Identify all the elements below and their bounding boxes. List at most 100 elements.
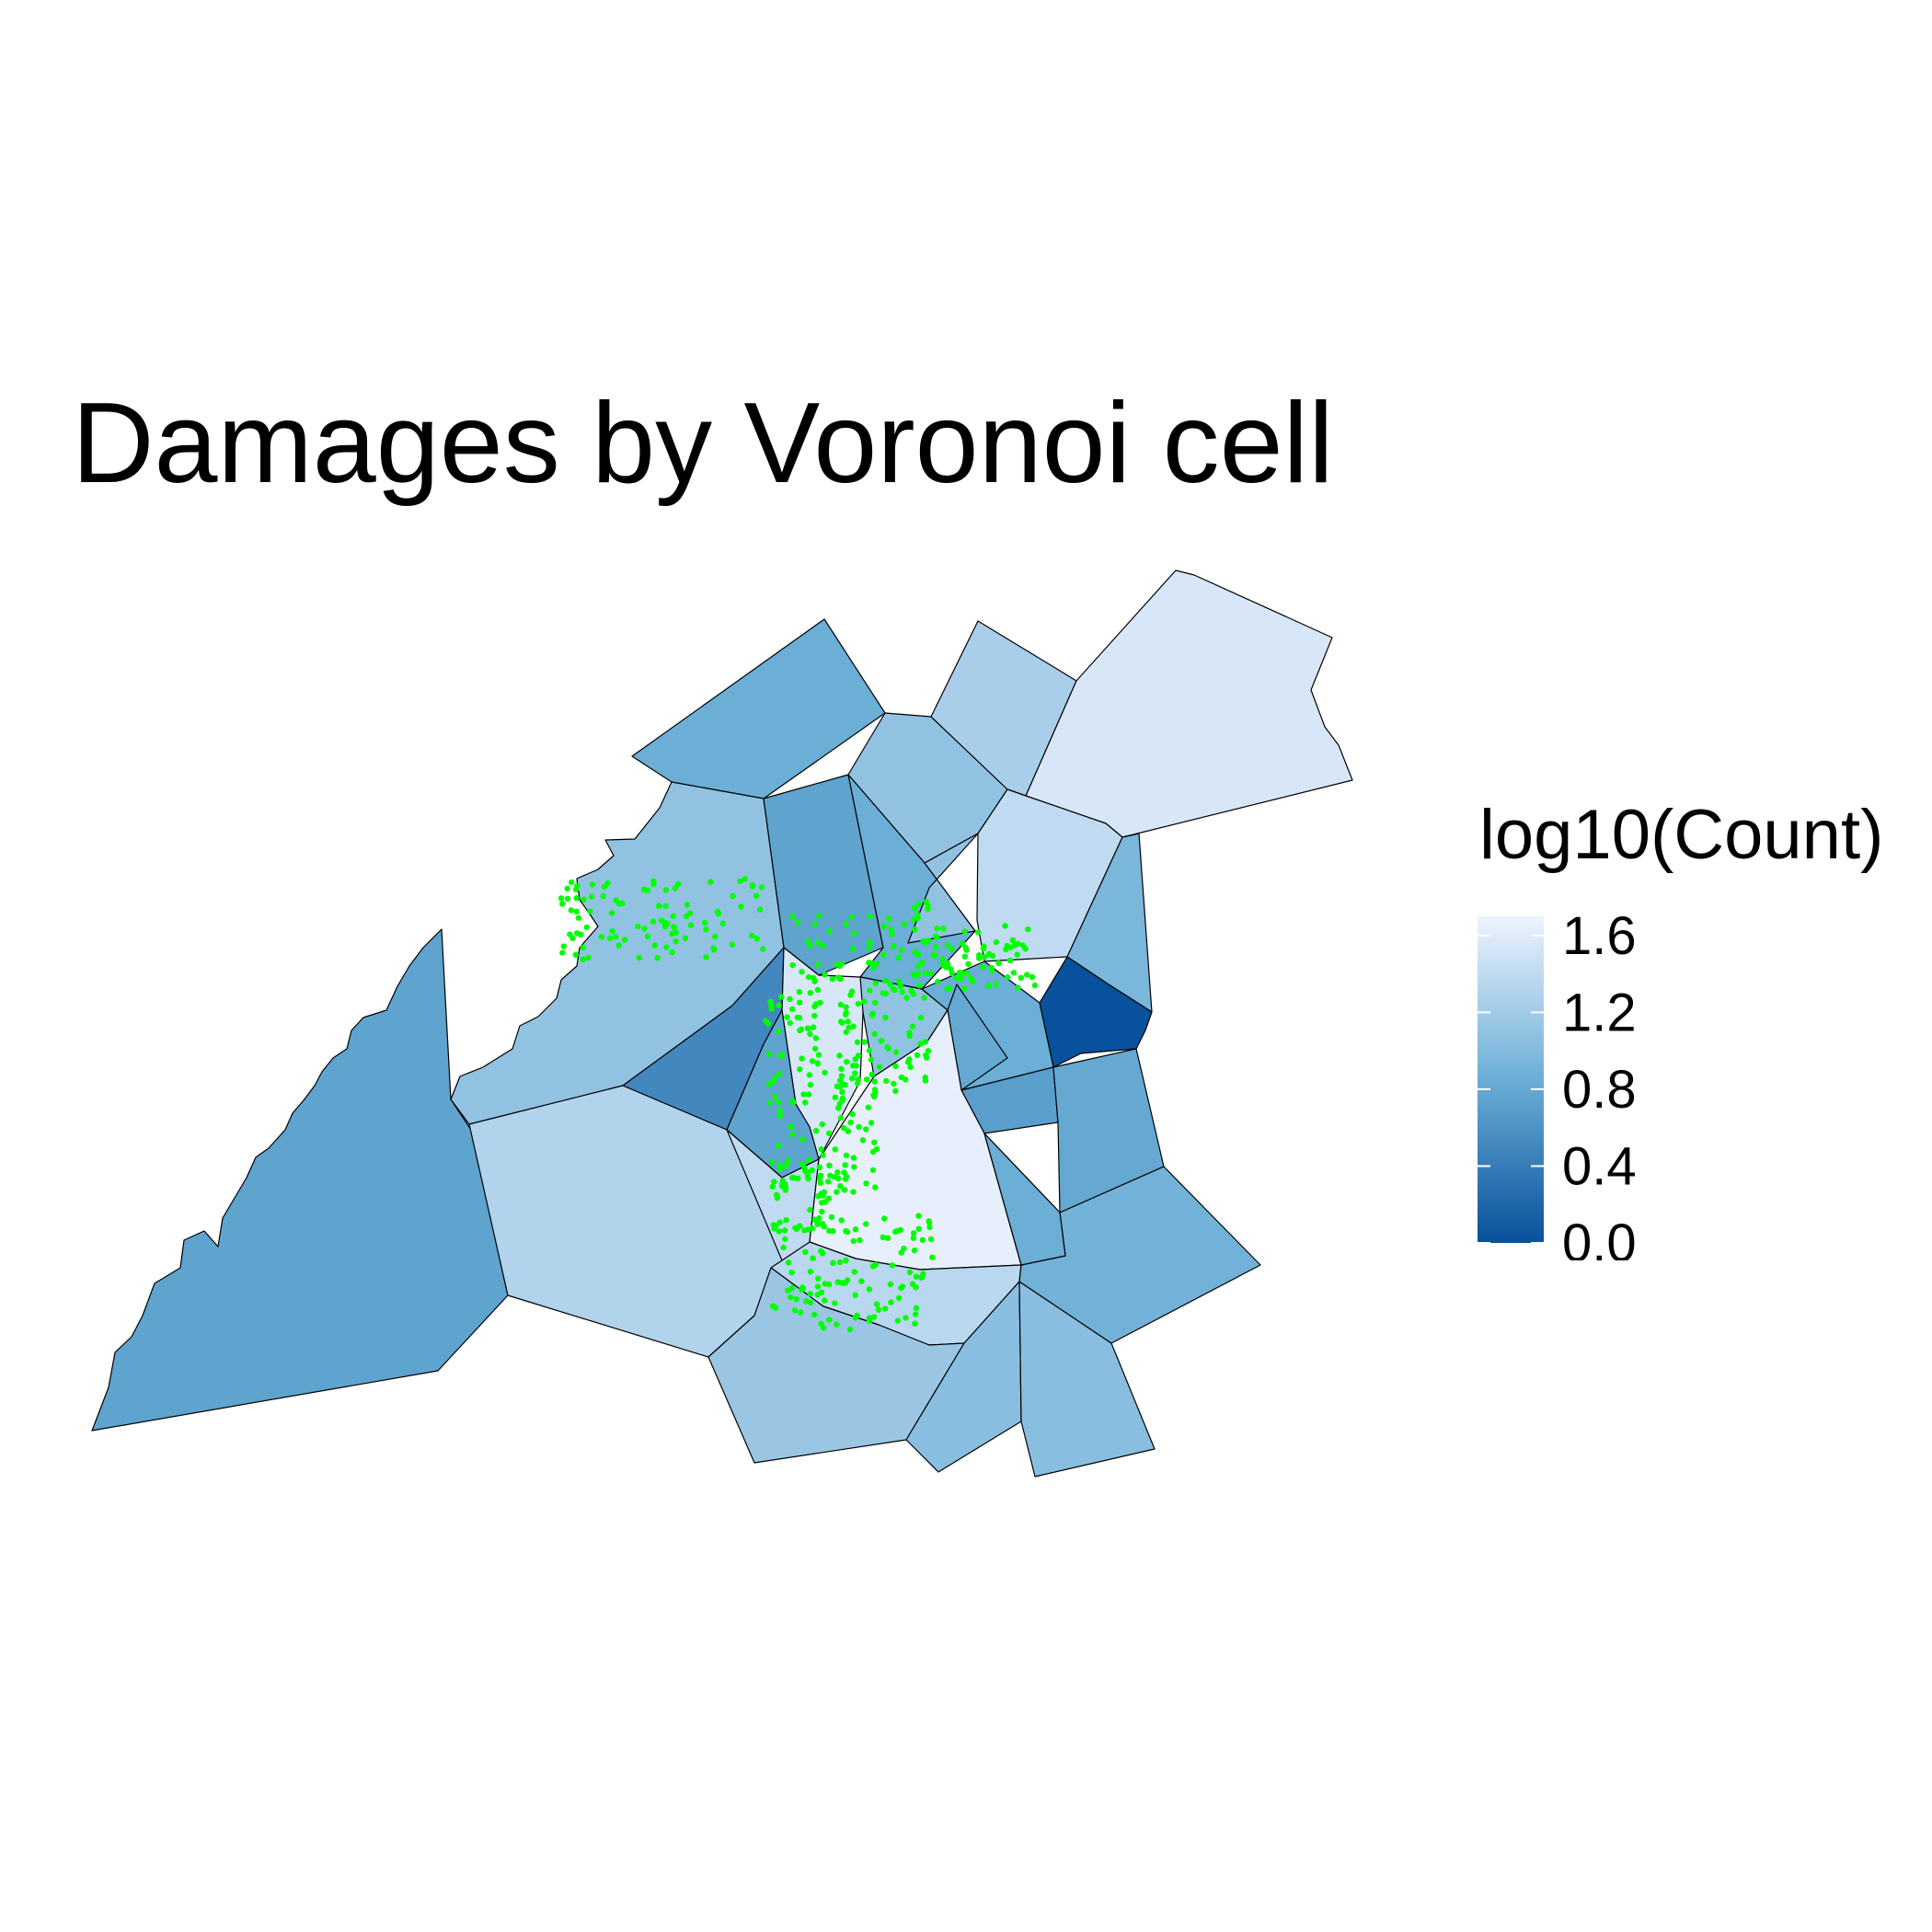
damage-point	[850, 1023, 857, 1030]
damage-point	[672, 885, 679, 891]
damage-point	[798, 1309, 804, 1316]
damage-point	[671, 925, 678, 931]
damage-point	[989, 968, 995, 974]
damage-point	[815, 1193, 822, 1200]
damage-point	[953, 975, 960, 982]
damage-point	[822, 1069, 828, 1076]
damage-point	[882, 1305, 889, 1312]
damage-point	[788, 1284, 796, 1292]
damage-point	[882, 1014, 889, 1021]
damage-point	[894, 1317, 902, 1324]
damage-point	[776, 1143, 782, 1149]
damage-point	[915, 901, 922, 907]
damage-point	[888, 926, 894, 933]
damage-point	[845, 1128, 851, 1134]
damage-point	[606, 935, 614, 942]
damage-point	[772, 1305, 779, 1311]
damage-point	[758, 884, 765, 891]
damage-point	[683, 913, 690, 920]
legend-tick-label: 1.6	[1562, 911, 1637, 966]
damage-point	[871, 1139, 878, 1145]
damage-point	[847, 992, 854, 998]
damage-point	[837, 1114, 845, 1121]
damage-point	[850, 1237, 857, 1245]
damage-point	[883, 1077, 890, 1085]
damage-point	[908, 987, 914, 995]
damage-point	[841, 1187, 848, 1193]
damage-point	[560, 943, 567, 949]
damage-point	[807, 1269, 814, 1275]
damage-point	[914, 962, 922, 970]
damage-point	[841, 1124, 847, 1132]
damage-point	[703, 954, 709, 960]
damage-point	[927, 971, 935, 977]
damage-point	[849, 1110, 856, 1118]
damage-point	[816, 1164, 823, 1171]
damage-point	[922, 939, 928, 946]
damage-point	[909, 1281, 916, 1287]
damage-point	[712, 934, 719, 940]
damage-point	[933, 944, 939, 950]
color-legend: 1.6 1.2 0.8 0.4 0.0	[1478, 911, 1637, 1260]
damage-point	[956, 969, 963, 976]
damage-point	[855, 1000, 861, 1007]
damage-point	[837, 1001, 845, 1008]
damage-point	[925, 1048, 932, 1054]
damage-point	[811, 978, 818, 984]
damage-point	[868, 960, 876, 967]
damage-point	[826, 1227, 833, 1235]
damage-point	[889, 931, 895, 937]
damage-point	[710, 945, 717, 951]
damage-point	[804, 1025, 811, 1032]
damage-point	[927, 1236, 935, 1243]
damage-point	[837, 1018, 845, 1025]
damage-point	[821, 1224, 827, 1230]
damage-point	[944, 941, 951, 949]
damage-point	[799, 1136, 806, 1143]
damage-point	[915, 1225, 922, 1232]
damage-point	[910, 1235, 917, 1241]
damage-point	[842, 1081, 848, 1088]
damage-point	[816, 913, 822, 919]
damage-point	[911, 1248, 918, 1254]
damage-point	[836, 1077, 844, 1084]
damage-point	[790, 1099, 797, 1106]
damage-point	[589, 881, 596, 888]
damage-point	[911, 904, 918, 912]
damage-point	[826, 1130, 833, 1137]
damage-point	[915, 1213, 922, 1219]
legend-tick-label: 0.0	[1562, 1213, 1637, 1260]
damage-point	[831, 1174, 838, 1180]
damage-point	[944, 985, 950, 993]
damage-point	[846, 1326, 854, 1333]
damage-point	[772, 1075, 778, 1081]
damage-point	[869, 1010, 876, 1017]
damage-point	[783, 1217, 789, 1224]
damage-point	[940, 926, 947, 932]
damage-point	[866, 1315, 873, 1321]
damage-point	[963, 947, 970, 953]
damage-point	[866, 1047, 873, 1054]
damage-point	[806, 1156, 812, 1164]
damage-point	[869, 1167, 877, 1174]
damage-point	[818, 1320, 824, 1328]
damage-point	[995, 960, 1002, 967]
damage-point	[1003, 946, 1009, 953]
damage-point	[807, 942, 813, 949]
damage-point	[887, 1281, 894, 1288]
damage-point	[818, 1146, 824, 1153]
damage-point	[737, 878, 743, 884]
damage-point	[970, 978, 976, 985]
damage-point	[789, 914, 796, 920]
damage-point	[600, 892, 606, 900]
damage-point	[880, 951, 887, 959]
damage-point	[807, 1030, 813, 1038]
damage-point	[810, 1255, 816, 1261]
damage-point	[687, 922, 695, 928]
damage-point	[805, 973, 812, 981]
damage-point	[866, 944, 873, 951]
damage-point	[670, 913, 676, 919]
damage-point	[849, 1075, 856, 1082]
damage-point	[871, 1030, 879, 1038]
damage-point	[836, 1259, 844, 1266]
